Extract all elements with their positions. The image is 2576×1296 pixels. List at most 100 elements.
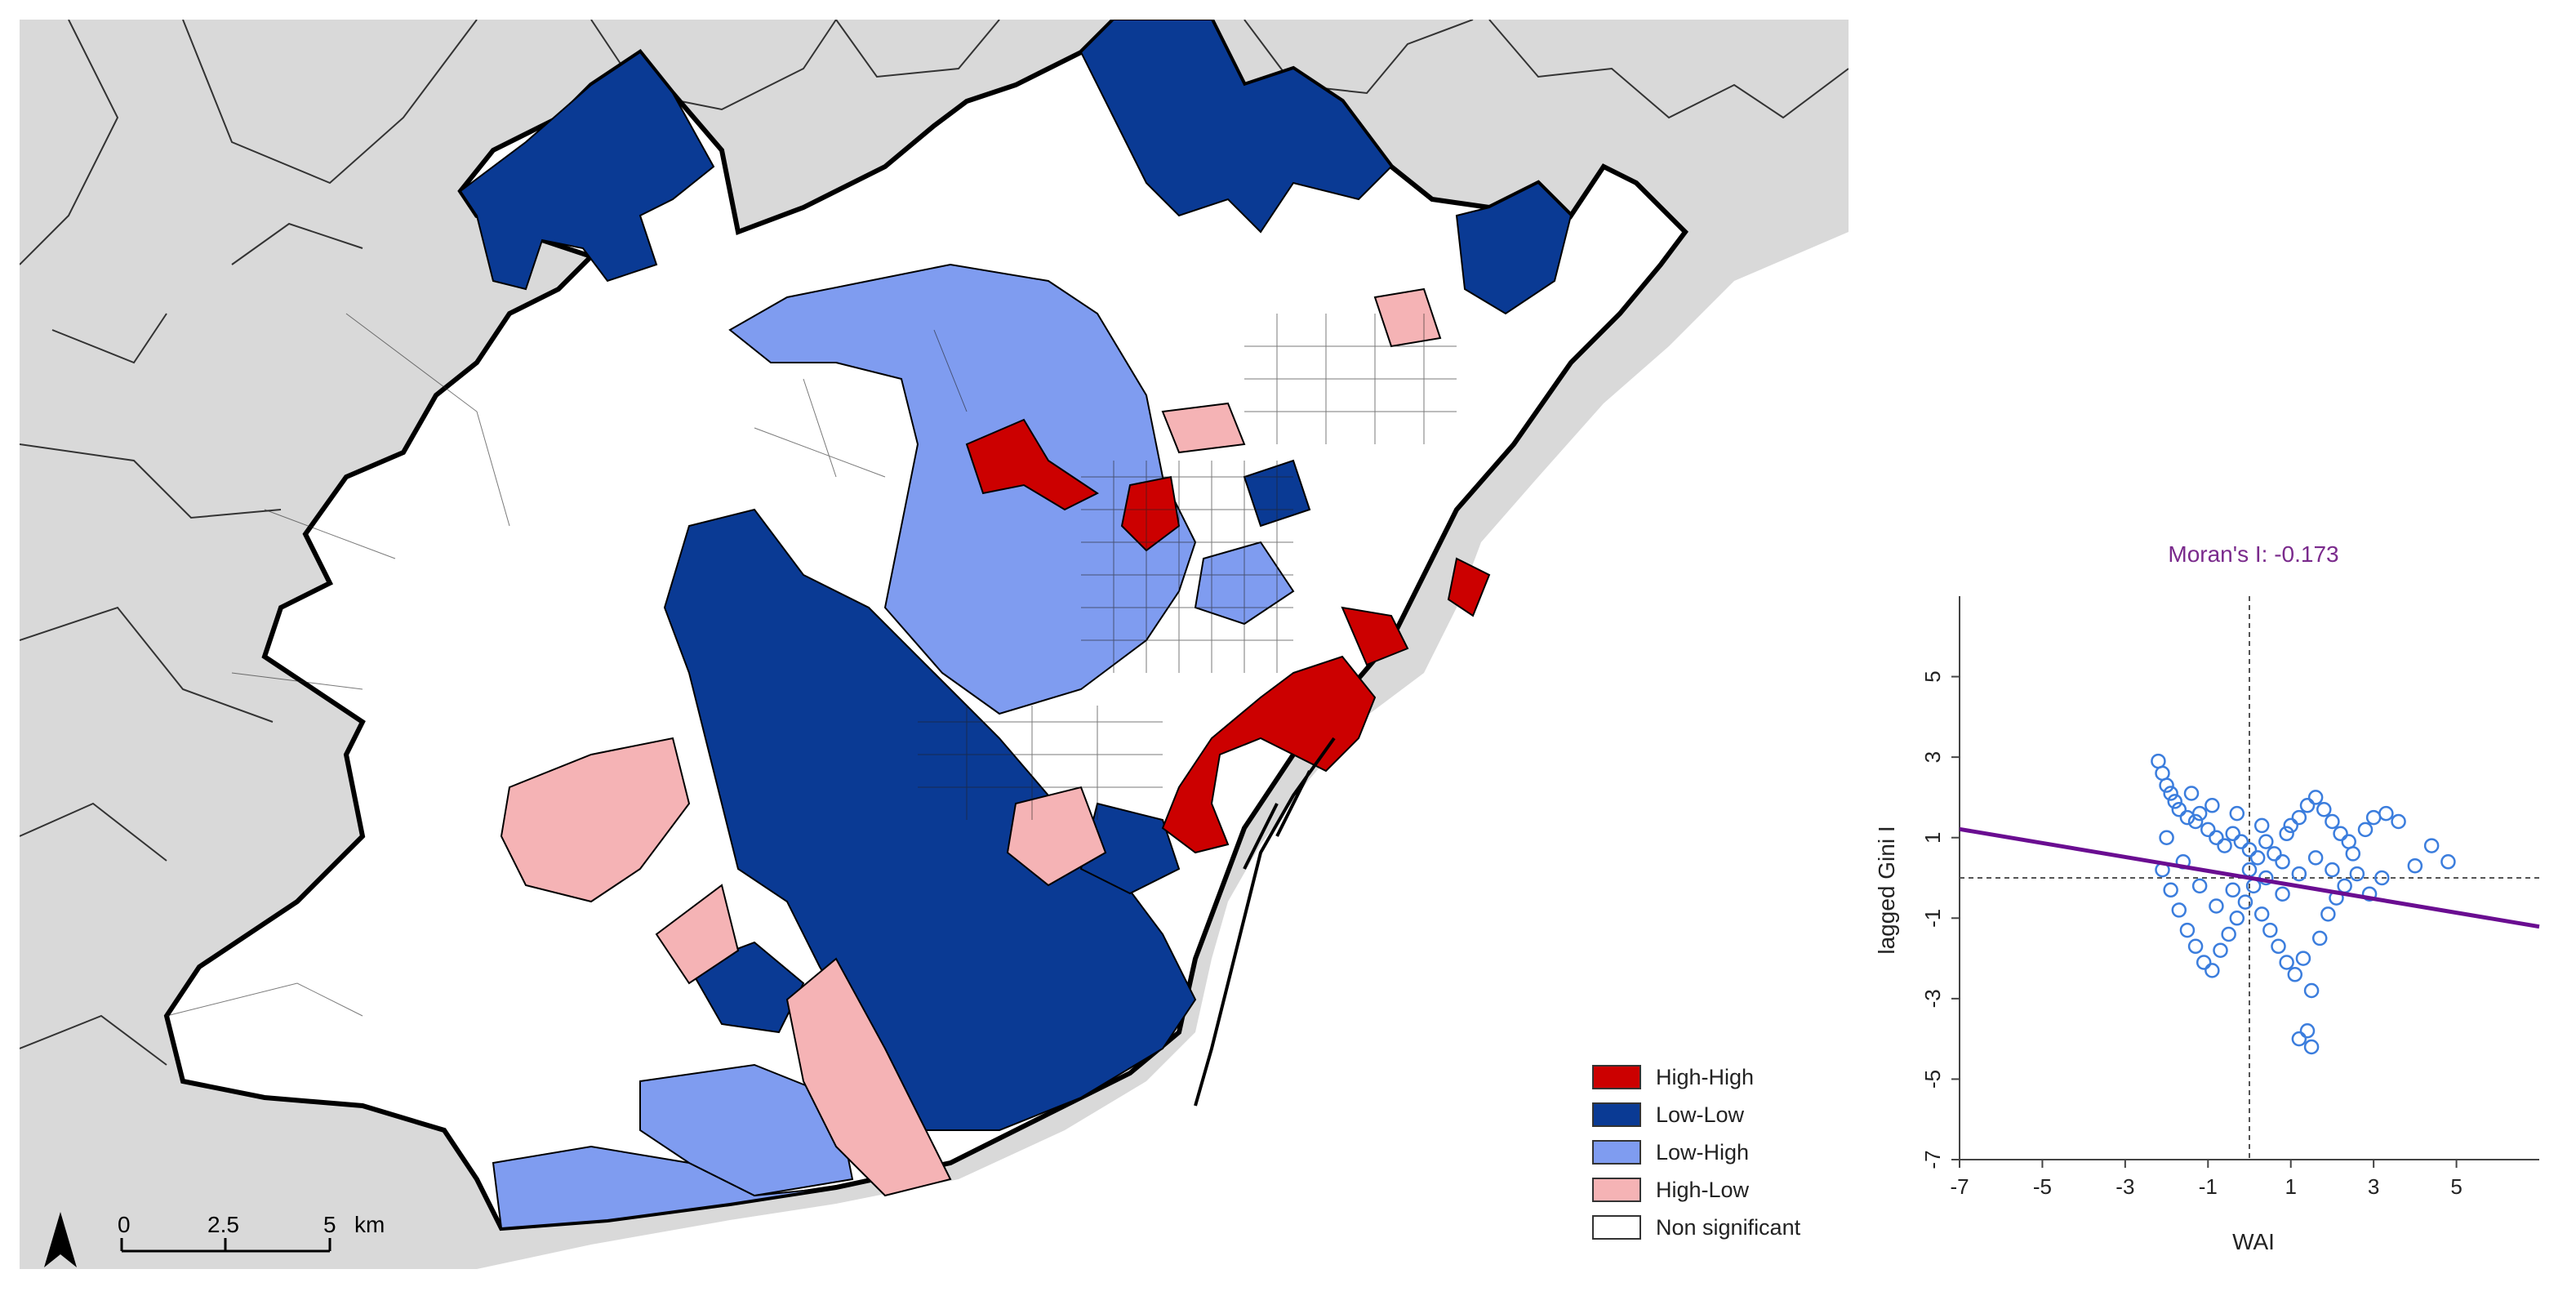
data-point bbox=[2253, 817, 2270, 834]
y-tick-label: 5 bbox=[1920, 670, 1945, 682]
data-point bbox=[2171, 902, 2187, 918]
data-point bbox=[2378, 805, 2394, 822]
data-point bbox=[2271, 938, 2286, 955]
x-tick-label: -3 bbox=[2116, 1174, 2134, 1199]
y-axis-label: lagged Gini I bbox=[1874, 826, 1899, 954]
regression-line-path bbox=[1959, 826, 2540, 929]
scale-bar: 0 2.5 5 km bbox=[36, 1179, 420, 1269]
data-point bbox=[2267, 846, 2282, 862]
data-point bbox=[2229, 911, 2245, 926]
data-point bbox=[2374, 870, 2390, 886]
data-point bbox=[2233, 834, 2249, 849]
data-point bbox=[2307, 850, 2324, 866]
sea-area bbox=[477, 232, 1849, 1269]
legend-item-low-low: Low-Low bbox=[1592, 1099, 1837, 1130]
data-point bbox=[2191, 805, 2208, 822]
port-outline bbox=[1194, 737, 1336, 1107]
legend-item-low-high: Low-High bbox=[1592, 1137, 1837, 1168]
legend-label: Non significant bbox=[1656, 1215, 1801, 1240]
y-tick-label: 3 bbox=[1920, 751, 1945, 763]
data-point bbox=[2275, 886, 2290, 902]
scale-unit: km bbox=[354, 1212, 385, 1237]
legend-swatch bbox=[1592, 1140, 1641, 1165]
data-point bbox=[2303, 982, 2320, 999]
data-point bbox=[2167, 794, 2182, 809]
scale-tick-0: 0 bbox=[118, 1212, 131, 1237]
y-tick-label: -3 bbox=[1920, 989, 1945, 1008]
legend-item-high-high: High-High bbox=[1592, 1062, 1837, 1093]
x-tick-label: 5 bbox=[2450, 1174, 2462, 1199]
y-tick-label: -7 bbox=[1920, 1150, 1945, 1169]
x-tick-label: 3 bbox=[2368, 1174, 2379, 1199]
regression-line bbox=[1959, 826, 2540, 929]
plot-axes: -7 -5 -3 -1 1 3 5 -7 -5 -3 -1 1 3 5 bbox=[1920, 596, 2539, 1199]
surrounding-boundaries bbox=[20, 20, 1849, 1066]
legend-label: High-Low bbox=[1656, 1178, 1750, 1202]
legend-swatch bbox=[1592, 1178, 1641, 1202]
data-point bbox=[2187, 813, 2204, 830]
data-point bbox=[2179, 809, 2196, 826]
data-point bbox=[2320, 906, 2336, 922]
data-point bbox=[2291, 1031, 2307, 1047]
choropleth-map[interactable]: 0 2.5 5 km bbox=[20, 20, 1849, 1269]
data-point bbox=[2225, 882, 2240, 898]
data-point bbox=[2345, 846, 2361, 862]
data-point bbox=[2229, 805, 2245, 822]
data-point bbox=[2237, 894, 2253, 910]
data-point bbox=[2316, 801, 2332, 817]
data-point bbox=[2337, 878, 2352, 894]
data-point bbox=[2291, 866, 2307, 882]
data-point bbox=[2241, 842, 2258, 857]
moran-scatterplot: Moran's I: -0.173 -7 -5 -3 -1 1 3 5 -7 -5 -3 -1 1 3 5… bbox=[1862, 523, 2564, 1282]
scale-bar-graphic: 0 2.5 5 km bbox=[44, 1212, 385, 1267]
data-points bbox=[2151, 753, 2456, 1055]
data-point bbox=[2205, 963, 2220, 978]
census-tract-lines bbox=[166, 313, 1457, 1017]
data-point bbox=[2163, 786, 2178, 801]
data-point bbox=[2391, 813, 2406, 830]
legend-swatch bbox=[1592, 1102, 1641, 1127]
data-point bbox=[2279, 955, 2294, 970]
data-point bbox=[2423, 838, 2440, 853]
chart-title: Moran's I: -0.173 bbox=[2168, 541, 2338, 567]
data-point bbox=[2283, 817, 2298, 834]
data-point bbox=[2253, 906, 2270, 922]
x-axis-label: WAI bbox=[2232, 1229, 2275, 1254]
data-point bbox=[2163, 882, 2178, 898]
x-tick-label: -5 bbox=[2033, 1174, 2052, 1199]
data-point bbox=[2279, 826, 2294, 842]
data-point bbox=[2357, 822, 2374, 838]
scale-tick-5: 5 bbox=[323, 1212, 336, 1237]
data-point bbox=[2209, 898, 2224, 914]
data-point bbox=[2333, 826, 2348, 842]
legend-label: Low-Low bbox=[1656, 1102, 1745, 1127]
data-point bbox=[2159, 777, 2174, 793]
data-point bbox=[2275, 854, 2290, 870]
data-point bbox=[2361, 886, 2378, 902]
data-point bbox=[2179, 922, 2196, 938]
data-point bbox=[2221, 926, 2236, 942]
data-point bbox=[2191, 878, 2208, 894]
data-point bbox=[2407, 857, 2423, 874]
data-point bbox=[2249, 850, 2266, 866]
data-point bbox=[2183, 786, 2200, 801]
x-tick-label: -7 bbox=[1950, 1174, 1969, 1199]
data-point bbox=[2365, 809, 2382, 826]
data-point bbox=[2299, 1023, 2316, 1039]
data-point bbox=[2262, 922, 2278, 938]
legend-swatch bbox=[1592, 1215, 1641, 1240]
y-tick-label: -5 bbox=[1920, 1070, 1945, 1089]
data-point bbox=[2291, 809, 2307, 826]
low-high-regions bbox=[492, 263, 1295, 1230]
data-point bbox=[2171, 801, 2187, 817]
x-tick-label: 1 bbox=[2285, 1174, 2296, 1199]
data-point bbox=[2440, 854, 2456, 870]
legend-label: High-High bbox=[1656, 1065, 1755, 1089]
legend-item-non-significant: Non significant bbox=[1592, 1212, 1837, 1243]
data-point bbox=[2205, 798, 2220, 813]
map-legend: High-High Low-Low Low-High High-Low Non … bbox=[1592, 1062, 1837, 1249]
data-point bbox=[2187, 938, 2204, 955]
north-arrow-icon bbox=[44, 1212, 77, 1267]
data-point bbox=[2159, 830, 2174, 845]
data-point bbox=[2200, 822, 2216, 838]
